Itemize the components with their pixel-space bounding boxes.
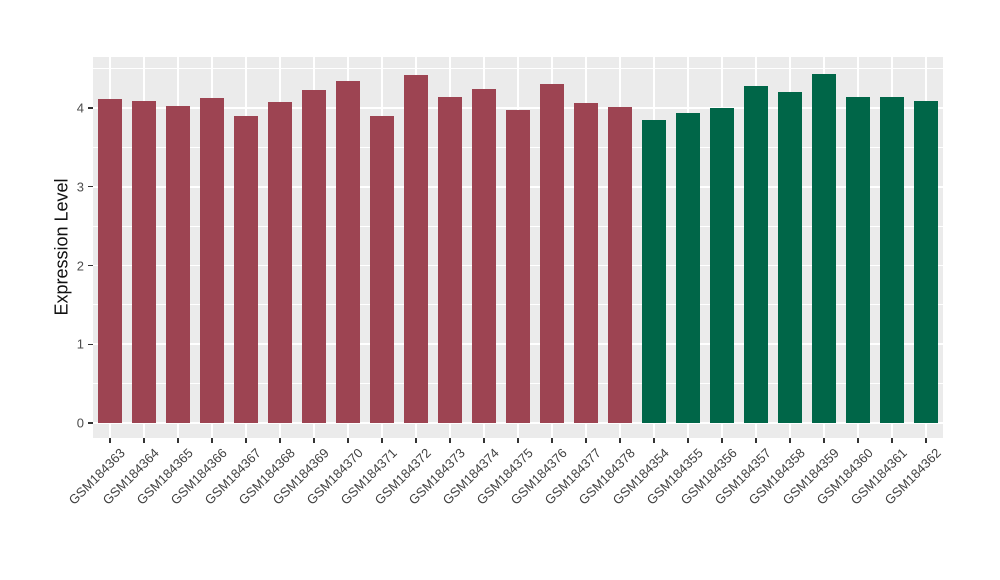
x-tick-mark bbox=[585, 438, 587, 443]
y-tick-label: 2 bbox=[76, 258, 84, 273]
bar bbox=[574, 103, 598, 423]
bar bbox=[438, 96, 462, 423]
bar bbox=[404, 74, 428, 423]
bar bbox=[608, 107, 632, 423]
bar bbox=[302, 89, 326, 423]
bar bbox=[744, 85, 768, 423]
x-tick-mark bbox=[721, 438, 723, 443]
y-tick-mark bbox=[88, 264, 93, 267]
x-tick-mark bbox=[619, 438, 621, 443]
x-tick-mark bbox=[245, 438, 247, 443]
bar bbox=[778, 92, 802, 423]
y-tick-mark bbox=[88, 107, 93, 109]
x-tick-mark bbox=[313, 438, 315, 443]
bar bbox=[846, 96, 870, 423]
x-tick-mark bbox=[857, 438, 859, 443]
x-tick-mark bbox=[823, 438, 825, 443]
x-tick-mark bbox=[143, 438, 145, 443]
x-tick-mark bbox=[449, 438, 451, 443]
x-tick-mark bbox=[925, 438, 927, 443]
y-tick-label: 0 bbox=[76, 415, 84, 431]
x-tick-mark bbox=[347, 438, 349, 443]
bar bbox=[710, 108, 734, 423]
y-tick-label: 3 bbox=[76, 179, 84, 195]
x-tick-mark bbox=[891, 438, 893, 443]
x-tick-mark bbox=[789, 438, 791, 443]
x-tick-mark bbox=[177, 438, 179, 443]
y-tick-mark bbox=[88, 422, 93, 424]
x-tick-mark bbox=[653, 438, 655, 443]
x-tick-mark bbox=[483, 438, 485, 443]
x-tick-mark bbox=[687, 438, 689, 443]
bar bbox=[370, 115, 394, 423]
bar bbox=[540, 84, 564, 423]
bar bbox=[880, 96, 904, 423]
y-tick-label: 4 bbox=[76, 100, 84, 116]
bar bbox=[234, 115, 258, 423]
bar bbox=[812, 74, 836, 423]
x-tick-mark bbox=[415, 438, 417, 443]
x-tick-mark bbox=[279, 438, 281, 443]
bar bbox=[98, 99, 122, 423]
bar bbox=[506, 110, 530, 423]
bar bbox=[676, 112, 700, 423]
bar bbox=[472, 89, 496, 423]
bar bbox=[268, 102, 292, 423]
x-tick-mark bbox=[109, 438, 111, 443]
x-tick-mark bbox=[211, 438, 213, 443]
bar bbox=[642, 119, 666, 423]
x-tick-mark bbox=[517, 438, 519, 443]
y-axis-title: Expression Level bbox=[51, 178, 72, 316]
x-tick-mark bbox=[551, 438, 553, 443]
x-tick-mark bbox=[381, 438, 383, 443]
y-tick-mark bbox=[88, 186, 93, 188]
bar bbox=[132, 100, 156, 423]
bar bbox=[336, 81, 360, 423]
y-tick-label: 1 bbox=[76, 336, 84, 352]
bar bbox=[914, 100, 938, 423]
bar bbox=[166, 106, 190, 423]
bar bbox=[200, 97, 224, 423]
plot-area bbox=[93, 57, 943, 438]
x-tick-mark bbox=[755, 438, 757, 443]
y-tick-mark bbox=[88, 343, 93, 345]
